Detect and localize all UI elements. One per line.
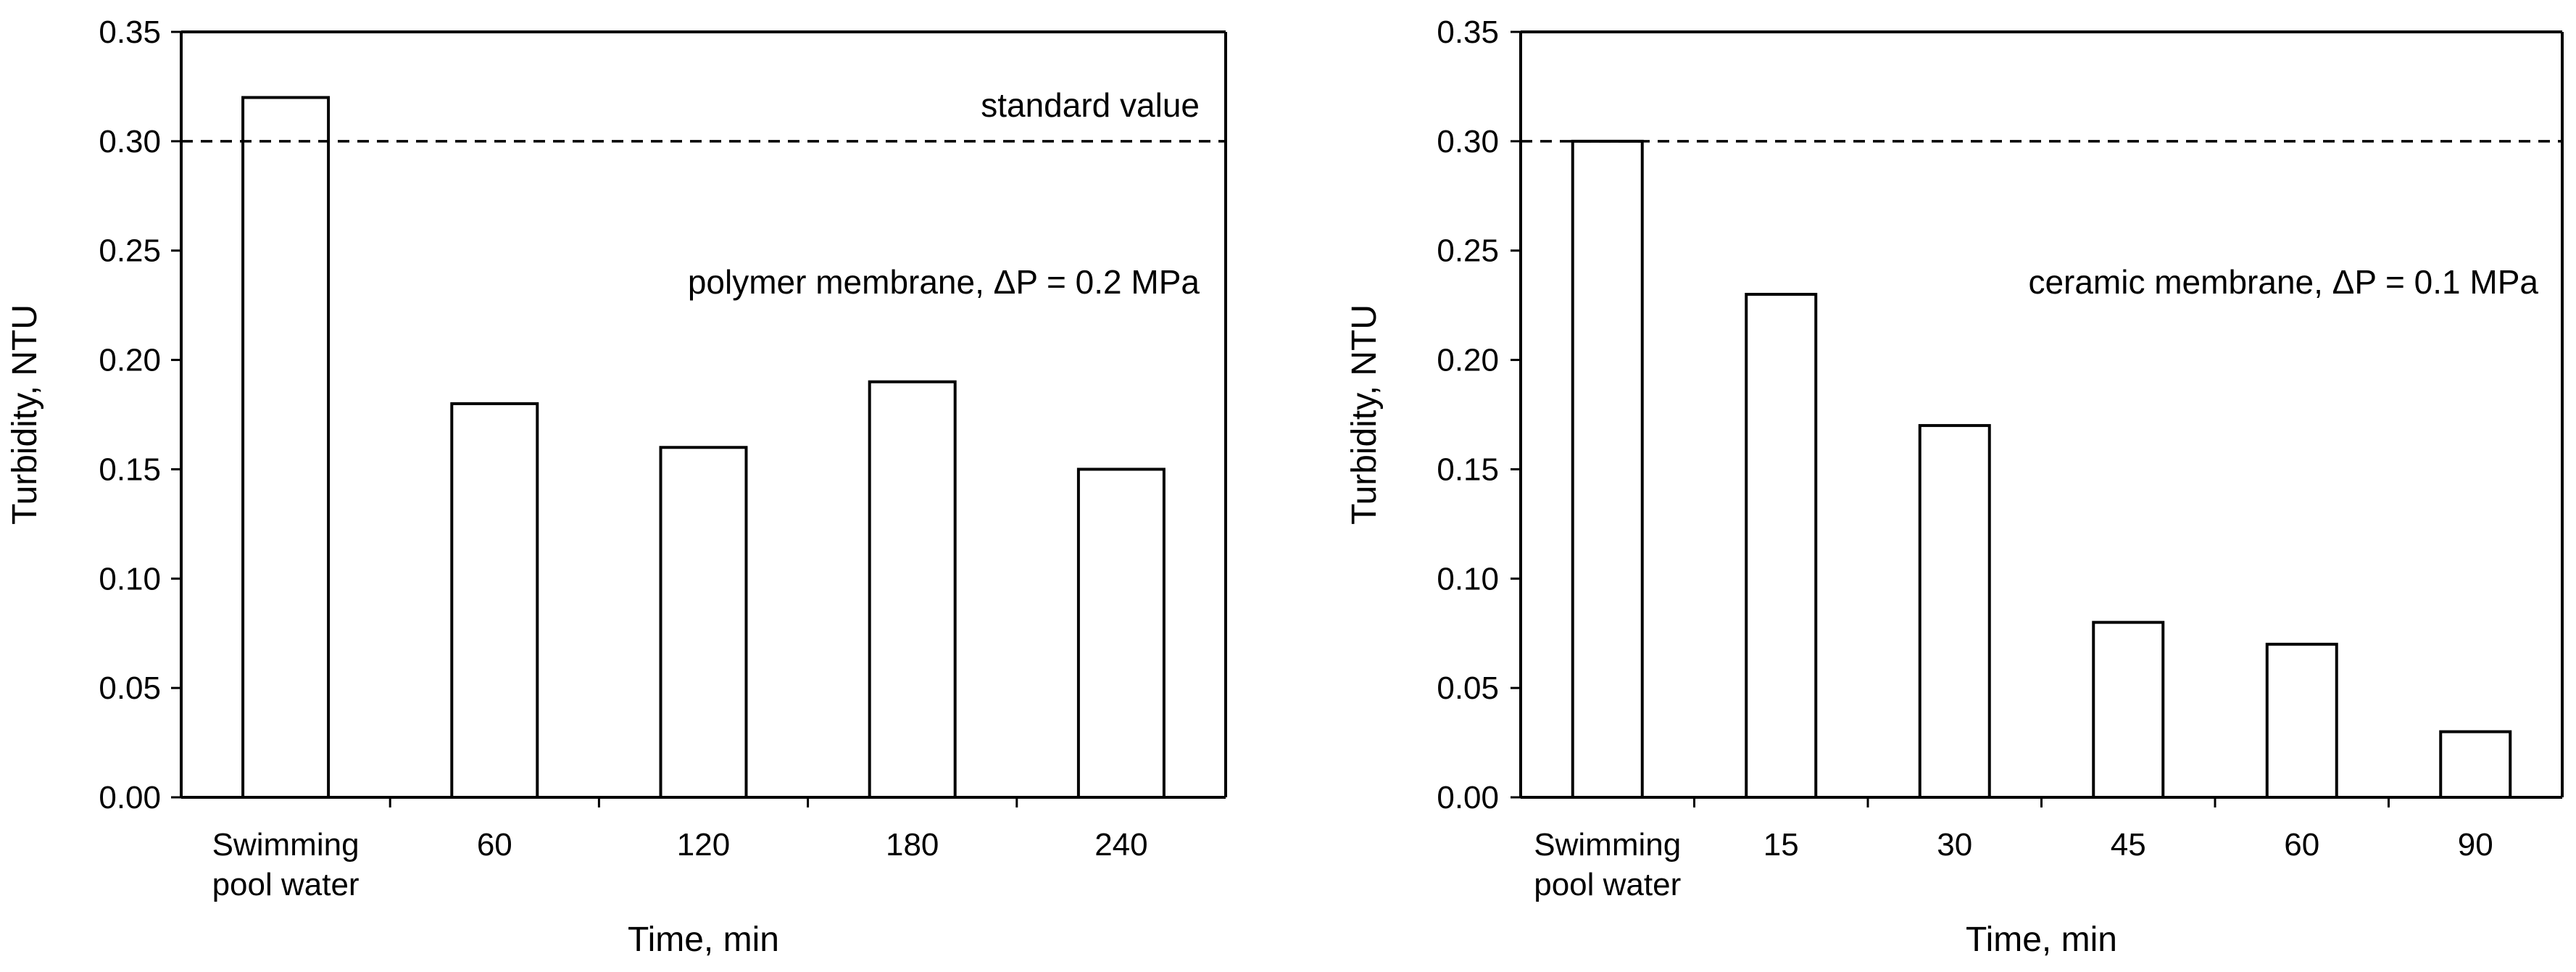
x-tick-label: Swimming [1534,827,1681,863]
y-tick-label: 0.10 [1437,561,1499,597]
y-tick-label: 0.20 [1437,343,1499,378]
bar [2092,620,2165,799]
y-tick-label: 0.15 [1437,452,1499,487]
bar [1918,424,1991,799]
x-tick-label: 45 [2111,827,2146,863]
chart-panel-left: standard value 0.00 0.05 0.10 0.15 0.20 0.25 0.… [6,14,1227,959]
bar [1745,293,1818,799]
x-tick-label: pool water [1534,867,1681,902]
x-tick-label: 120 [677,827,730,863]
y-tick-label: 0.15 [99,452,161,487]
y-tick-label: 0.30 [99,124,161,159]
y-tick-label: 0.25 [1437,233,1499,269]
reference-line-label: standard value [981,86,1200,124]
membrane-annotation: polymer membrane, ΔP = 0.2 MPa [688,263,1200,301]
bar [659,446,748,799]
x-tick-label: 60 [477,827,512,863]
x-tick-label: 15 [1763,827,1799,863]
bar [450,402,539,799]
bar [1076,468,1166,799]
x-tick-label: 180 [886,827,939,863]
x-tick-label: 90 [2458,827,2493,863]
y-tick-label: 0.35 [99,14,161,50]
x-tick-label: 60 [2284,827,2319,863]
y-tick-label: 0.00 [99,780,161,815]
annotation-delta: Δ [994,263,1016,301]
bar [2265,642,2338,799]
x-axis-title: Time, min [1966,921,2117,959]
chart-panel-right: 0.00 0.05 0.10 0.15 0.20 0.25 0.30 0.35 Swimming… [1345,14,2564,959]
annotation-prefix: polymer membrane, [688,263,994,301]
bar [241,96,331,799]
x-tick-label: pool water [212,867,360,902]
annotation-suffix: P = 0.1 MPa [2354,263,2538,301]
y-tick-label: 0.20 [99,343,161,378]
x-tick-label: 30 [1937,827,1972,863]
y-tick-label: 0.35 [1437,14,1499,50]
x-tick-label: Swimming [212,827,360,863]
membrane-annotation: ceramic membrane, ΔP = 0.1 MPa [2028,263,2538,301]
y-tick-label: 0.25 [99,233,161,269]
x-tick-label: 240 [1094,827,1147,863]
y-tick-label: 0.00 [1437,780,1499,815]
y-tick-label: 0.05 [99,670,161,706]
y-tick-label: 0.30 [1437,124,1499,159]
annotation-suffix: P = 0.2 MPa [1015,263,1200,301]
bar [1571,139,1644,799]
x-axis-title: Time, min [628,921,779,959]
y-tick-label: 0.05 [1437,670,1499,706]
annotation-prefix: ceramic membrane, [2028,263,2332,301]
y-axis-title: Turbidity, NTU [1345,304,1384,525]
y-axis-title: Turbidity, NTU [6,304,44,525]
y-tick-label: 0.10 [99,561,161,597]
bar [868,380,957,799]
bar [2439,730,2512,799]
annotation-delta: Δ [2332,263,2355,301]
